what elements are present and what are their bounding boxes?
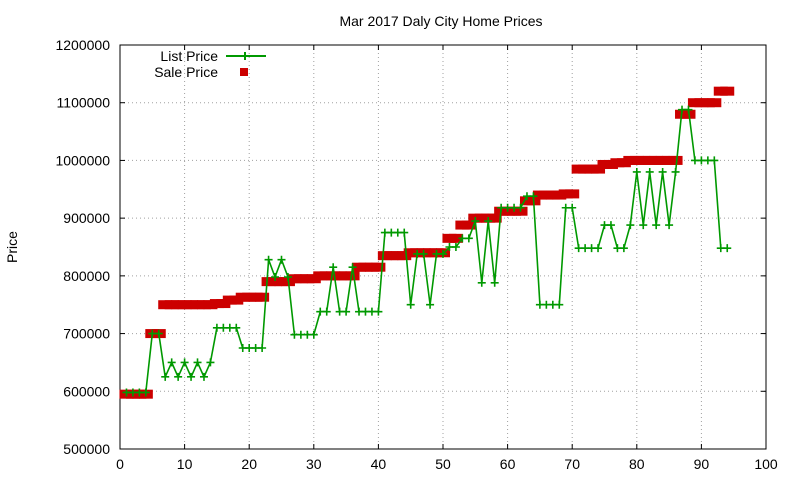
list-price-point [283,273,292,282]
x-tick-label: 80 [629,456,645,472]
list-price-point [484,217,493,226]
list-price-point [665,221,674,230]
list-price-point [490,278,499,287]
list-price-point [264,255,273,264]
sale-price-point [720,86,735,96]
list-price-point [477,278,486,287]
list-price-point [606,221,615,230]
list-price-point [400,228,409,237]
y-tick-label: 900000 [63,210,110,226]
grid-lines [120,45,766,449]
x-tick-label: 0 [116,456,124,472]
list-price-point [555,300,564,309]
list-price-point [658,167,667,176]
sale-price-point [668,155,683,165]
y-tick-label: 700000 [63,326,110,342]
list-price-point [174,372,183,381]
list-price-point [419,249,428,258]
list-price-point [439,249,447,258]
list-price-point [374,307,383,316]
sale-price-point [371,262,386,272]
list-price-point [232,323,241,332]
list-price-point [464,234,473,243]
list-price-point [426,300,435,309]
list-price-point [645,167,654,176]
list-price-point [671,167,680,176]
list-price-point [271,273,280,282]
list-price-point [568,203,577,212]
x-tick-label: 90 [694,456,710,472]
list-price-point [529,192,538,201]
list-price-point [141,388,150,397]
list-price-point [206,358,215,367]
list-price-point [626,221,635,230]
x-tick-label: 20 [241,456,257,472]
list-price-point [187,372,196,381]
sale-price-point [461,220,476,230]
list-price-point [723,244,732,253]
list-price-point [451,243,460,251]
list-price-point [309,330,318,339]
x-tick-label: 10 [177,456,193,472]
list-price-point [161,372,170,381]
list-price-point [322,307,331,316]
list-price-point [180,358,189,367]
x-tick-label: 70 [564,456,580,472]
y-tick-label: 600000 [63,383,110,399]
sale-price-point [591,164,606,174]
list-price-point [619,244,628,253]
legend-marker-list-price [241,52,249,60]
sale-price-point [565,189,580,199]
sale-price-point [487,213,502,223]
data-series [119,86,735,399]
y-tick-label: 1100000 [57,95,111,111]
legend-label-sale-price: Sale Price [154,64,218,80]
x-tick-label: 40 [371,456,387,472]
list-price-point [632,167,641,176]
list-price-point [193,358,202,367]
list-price-point [516,203,525,212]
sale-price-point [707,98,722,108]
list-price-point [199,372,208,381]
legend: List Price Sale Price [154,48,266,80]
chart-title: Mar 2017 Daly City Home Prices [339,13,542,29]
list-price-point [652,221,661,230]
x-tick-label: 100 [754,456,778,472]
legend-marker-sale-price [240,68,248,76]
x-tick-label: 30 [306,456,322,472]
axis-ticks: 0 10 20 30 40 50 60 70 80 90 100 500000 600000 700000… [55,37,777,472]
y-axis-label: Price [4,231,20,263]
list-price-point [342,307,351,316]
list-price-point [258,344,267,352]
legend-label-list-price: List Price [160,48,218,64]
x-tick-label: 50 [435,456,451,472]
y-tick-label: 1200000 [55,37,110,53]
sale-price-point [255,292,270,302]
list-price-point [348,263,357,272]
list-price-point [684,105,693,114]
list-price-point [594,244,603,253]
sale-price-point [448,233,463,243]
list-price-point [710,156,719,165]
y-tick-label: 800000 [63,268,110,284]
y-tick-label: 1000000 [55,152,110,168]
y-tick-label: 500000 [63,441,110,457]
sale-price-point [345,271,360,281]
list-price-point [329,263,338,272]
list-price-point [639,221,648,230]
list-price-point [277,255,286,264]
list-price-point [406,300,415,309]
x-tick-label: 60 [500,456,516,472]
list-price-point [154,329,163,338]
list-price-point [167,358,176,367]
list-price-point [471,217,480,226]
